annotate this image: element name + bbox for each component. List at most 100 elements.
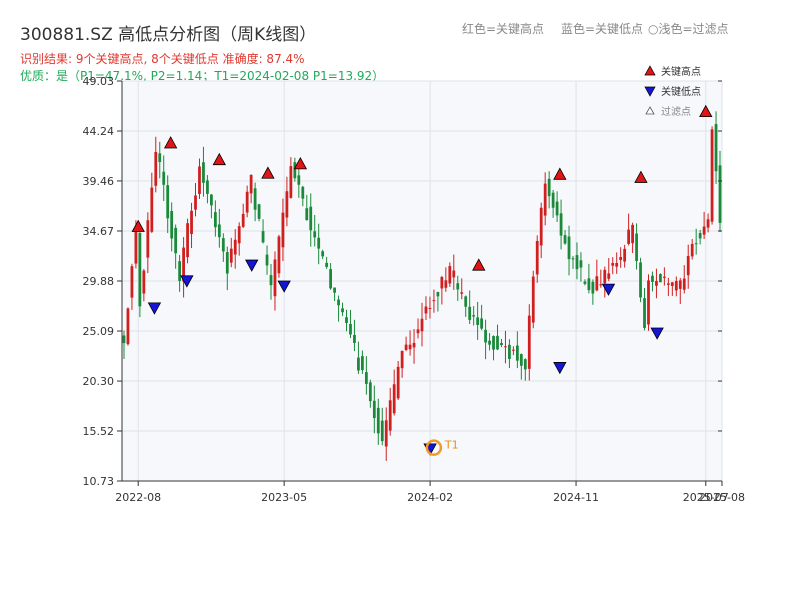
candle-body — [631, 224, 634, 244]
candle-body — [229, 248, 233, 263]
result-summary: 识别结果: 9个关键高点, 8个关键低点 准确度: 87.4% — [20, 51, 305, 66]
candle-body — [678, 280, 682, 289]
candle-body — [241, 213, 245, 227]
candle-body — [488, 340, 491, 345]
candle-body — [178, 261, 182, 281]
candle-body — [702, 226, 706, 235]
key-high-marker — [293, 157, 308, 170]
candle-body — [583, 281, 587, 284]
legend-high-icon — [644, 65, 656, 76]
key-high-marker — [699, 104, 713, 118]
candle-body — [424, 306, 428, 314]
candle-body — [643, 298, 646, 328]
candle-body — [392, 384, 396, 414]
candle-body — [170, 210, 174, 239]
y-tick-label: 29.88 — [83, 275, 115, 288]
candle-body — [388, 400, 392, 431]
candle-body — [321, 251, 325, 257]
candle-body — [714, 124, 718, 172]
legend-filtered-icon — [645, 106, 655, 115]
candle-body — [361, 356, 364, 371]
candle-body — [337, 299, 340, 306]
candle-body — [484, 329, 487, 343]
candle-body — [515, 345, 519, 361]
candle-body — [376, 407, 380, 434]
y-tick-label: 49.03 — [83, 75, 115, 88]
candle-body — [357, 357, 360, 371]
candle-body — [579, 260, 583, 268]
candle-body — [162, 171, 166, 185]
legend-high-label: 关键高点 — [661, 65, 701, 78]
candle-body — [221, 238, 225, 252]
candle-body — [567, 236, 571, 260]
candle-body — [523, 359, 527, 370]
candle-body — [353, 334, 356, 343]
candle-body — [420, 318, 424, 332]
candle-body — [619, 256, 623, 261]
candle-body — [456, 283, 460, 290]
y-tick-label: 34.67 — [83, 225, 115, 238]
candle-body — [213, 212, 217, 228]
candle-body — [126, 308, 130, 345]
candle-body — [313, 231, 317, 238]
candle-body — [428, 307, 432, 310]
candle-body — [269, 275, 273, 286]
candle-body — [587, 278, 591, 291]
candle-body — [122, 335, 126, 344]
x-tick-label: 2023-05 — [261, 491, 307, 504]
candle-body — [182, 247, 185, 282]
y-tick-label: 20.30 — [83, 375, 115, 388]
candle-body — [686, 256, 690, 276]
candle-body — [416, 329, 420, 334]
key-high-marker — [472, 258, 486, 271]
candle-body — [694, 243, 698, 245]
candle-body — [603, 269, 607, 284]
quality-summary: 优质：是（P1=47.1%, P2=1.14；T1=2024-02-08 P1=… — [20, 69, 384, 83]
key-high-marker — [553, 167, 567, 180]
candle-body — [142, 270, 146, 294]
legend-filtered-label: 过滤点 — [661, 105, 691, 118]
key-high-marker — [634, 170, 648, 183]
candle-body — [480, 318, 483, 329]
candle-body — [174, 227, 178, 254]
candle-body — [492, 336, 495, 350]
candle-body — [138, 232, 142, 307]
candle-body — [277, 236, 281, 274]
x-tick-label: 2025-08 — [699, 491, 745, 504]
candle-body — [329, 269, 332, 289]
candle-body — [476, 317, 480, 325]
y-tick-label: 39.46 — [83, 175, 115, 188]
key-high-marker — [163, 136, 178, 149]
candle-body — [317, 237, 321, 249]
candle-body — [531, 276, 535, 323]
candle-body — [380, 420, 384, 442]
candle-body — [698, 233, 702, 239]
candle-body — [368, 382, 372, 402]
key-point-markers: T1 — [131, 104, 713, 456]
candle-body — [257, 204, 261, 219]
candle-body — [273, 259, 277, 297]
candle-body — [595, 276, 599, 291]
candle-body — [440, 277, 444, 289]
candle-body — [647, 280, 650, 325]
candle-body — [190, 210, 193, 234]
candle-body — [682, 278, 686, 290]
candle-body — [519, 354, 523, 366]
legend-low-label: 关键低点 — [661, 85, 701, 98]
candle-body — [555, 201, 559, 216]
candle-body — [639, 262, 642, 298]
candle-body — [611, 263, 615, 266]
hint-blue-low: 蓝色=关键低点 — [561, 22, 643, 36]
candle-body — [217, 224, 221, 238]
key-low-marker — [277, 280, 291, 293]
key-low-marker — [245, 259, 259, 272]
candle-body — [460, 292, 464, 294]
hint-red-high: 红色=关键高点 — [462, 21, 544, 36]
candle-body — [349, 323, 352, 335]
candle-body — [444, 280, 448, 288]
candle-body — [206, 180, 209, 194]
candle-body — [325, 262, 329, 267]
candle-body — [186, 223, 189, 258]
key-low-marker — [601, 283, 616, 296]
candle-body — [253, 188, 257, 210]
